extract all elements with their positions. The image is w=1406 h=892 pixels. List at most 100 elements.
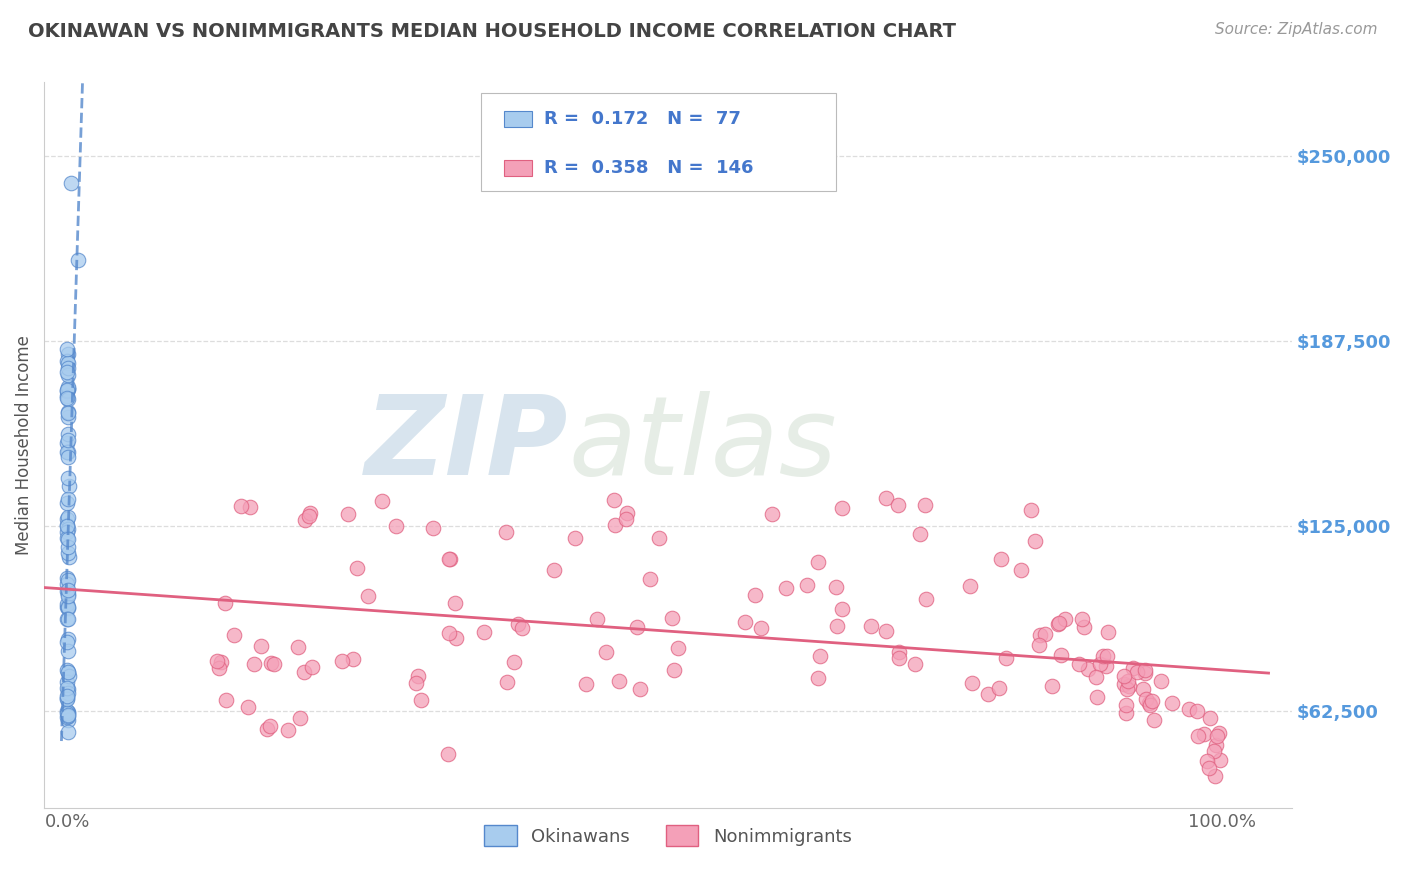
Text: Source: ZipAtlas.com: Source: ZipAtlas.com (1215, 22, 1378, 37)
Point (1115, 698, 1137, 712)
Point (960, 676, 983, 690)
Point (58, 478, 80, 492)
Point (58, 546, 80, 560)
Point (56, 532, 79, 546)
Point (56, 706, 79, 721)
Point (1132, 681, 1154, 696)
Point (422, 521, 444, 535)
Point (56, 380, 79, 394)
Point (1160, 696, 1182, 710)
Point (294, 513, 316, 527)
Point (337, 507, 360, 521)
Point (875, 491, 897, 506)
Point (56, 691, 79, 706)
Point (56, 383, 79, 397)
Point (1112, 676, 1135, 690)
Point (56, 635, 79, 649)
Point (1097, 625, 1119, 640)
Point (1094, 659, 1116, 673)
Point (1143, 714, 1166, 728)
Point (231, 499, 253, 513)
Point (508, 616, 530, 631)
Point (56, 444, 79, 458)
Point (661, 611, 683, 625)
Point (831, 602, 853, 616)
Point (1085, 690, 1108, 704)
Point (56, 724, 79, 739)
Point (761, 508, 783, 522)
Point (256, 722, 278, 736)
Point (437, 747, 460, 762)
Point (56, 681, 79, 695)
Point (56, 427, 79, 442)
Point (495, 674, 517, 689)
Point (405, 676, 427, 690)
Point (56, 392, 79, 406)
Point (564, 532, 586, 546)
Point (775, 582, 797, 596)
Point (277, 723, 299, 738)
Point (1047, 617, 1070, 632)
Point (977, 687, 1000, 701)
Point (614, 511, 637, 525)
Point (297, 509, 319, 524)
Point (595, 645, 617, 659)
Point (628, 681, 651, 696)
Point (1115, 706, 1137, 721)
Point (56, 391, 79, 405)
Point (749, 621, 772, 635)
Point (287, 640, 309, 655)
FancyBboxPatch shape (481, 93, 837, 191)
Point (214, 596, 236, 610)
Point (796, 578, 818, 592)
Point (56, 674, 79, 689)
Point (239, 500, 262, 514)
Point (56, 524, 79, 539)
Point (56, 589, 79, 603)
Point (58, 510, 80, 524)
Point (616, 506, 638, 520)
Point (58, 669, 80, 683)
Point (224, 628, 246, 642)
Point (1205, 738, 1227, 752)
Point (638, 572, 661, 586)
Point (56, 706, 79, 721)
Point (56, 436, 79, 450)
Legend: Okinawans, Nonimmigrants: Okinawans, Nonimmigrants (477, 818, 859, 853)
Point (357, 589, 380, 603)
Point (543, 563, 565, 577)
Point (56, 663, 79, 677)
Point (56, 361, 79, 376)
Point (56, 491, 79, 506)
Point (1088, 657, 1111, 671)
Point (215, 693, 238, 707)
Point (807, 555, 830, 569)
Point (1140, 694, 1163, 708)
Point (259, 719, 281, 733)
Point (56, 445, 79, 459)
Point (56, 644, 79, 658)
Point (1069, 657, 1091, 672)
Point (56, 710, 79, 724)
Point (58, 665, 80, 679)
Point (56, 405, 79, 419)
Point (56, 583, 79, 598)
Point (56, 384, 79, 399)
Point (1135, 663, 1157, 677)
Point (439, 552, 461, 566)
Text: R =  0.358   N =  146: R = 0.358 N = 146 (544, 159, 754, 177)
Point (56, 342, 79, 356)
Point (56, 517, 79, 532)
Point (56, 691, 79, 706)
Point (1019, 503, 1042, 517)
Text: atlas: atlas (568, 392, 837, 499)
Point (585, 612, 607, 626)
Point (207, 654, 229, 668)
Point (1092, 649, 1115, 664)
Text: R =  0.172   N =  77: R = 0.172 N = 77 (544, 110, 741, 128)
Point (1085, 670, 1108, 684)
Point (56, 406, 79, 420)
Point (1047, 616, 1070, 631)
Point (1209, 753, 1232, 767)
Point (56, 433, 79, 447)
